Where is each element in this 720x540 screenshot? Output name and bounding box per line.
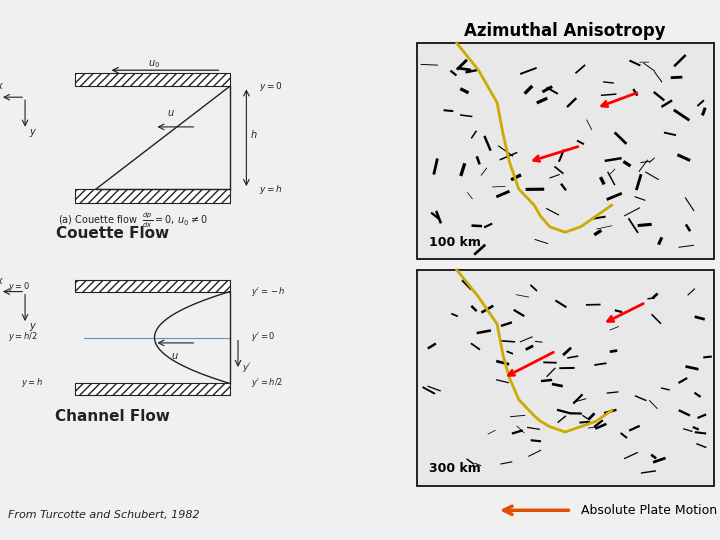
Bar xyxy=(75,280,230,292)
Text: $y = h$: $y = h$ xyxy=(259,183,282,195)
Text: $y = 0$: $y = 0$ xyxy=(259,80,283,93)
Text: (a) Couette flow  $\frac{dp}{dx} = 0,\, u_0 \neq 0$: (a) Couette flow $\frac{dp}{dx} = 0,\, u… xyxy=(58,211,208,230)
Text: $y = h/2$: $y = h/2$ xyxy=(9,330,38,343)
Text: $y' = 0$: $y' = 0$ xyxy=(251,330,275,343)
Text: $y' = -h$: $y' = -h$ xyxy=(251,285,285,298)
Text: h: h xyxy=(251,130,257,140)
Text: $y' = h/2$: $y' = h/2$ xyxy=(251,376,282,389)
Text: u: u xyxy=(171,351,177,361)
Text: $u_0$: $u_0$ xyxy=(148,58,161,70)
Text: From Turcotte and Schubert, 1982: From Turcotte and Schubert, 1982 xyxy=(9,510,200,521)
Text: y: y xyxy=(30,127,35,137)
Text: $y'$: $y'$ xyxy=(242,361,252,374)
Bar xyxy=(417,270,714,486)
Text: u: u xyxy=(167,108,174,118)
Bar xyxy=(75,73,230,86)
Text: y: y xyxy=(30,321,35,332)
Text: 100 km: 100 km xyxy=(429,235,481,249)
Bar xyxy=(417,43,714,259)
Text: 300 km: 300 km xyxy=(429,462,481,476)
Text: Absolute Plate Motion: Absolute Plate Motion xyxy=(581,504,717,517)
Text: Channel Flow: Channel Flow xyxy=(55,409,170,424)
Text: x: x xyxy=(0,81,1,91)
Text: Azimuthal Anisotropy: Azimuthal Anisotropy xyxy=(464,22,666,39)
Text: x: x xyxy=(0,275,1,286)
Text: Couette Flow: Couette Flow xyxy=(56,226,169,241)
Bar xyxy=(75,383,230,395)
Bar xyxy=(75,189,230,202)
Text: $y = 0$: $y = 0$ xyxy=(9,280,30,293)
Text: $y = h$: $y = h$ xyxy=(21,376,43,389)
